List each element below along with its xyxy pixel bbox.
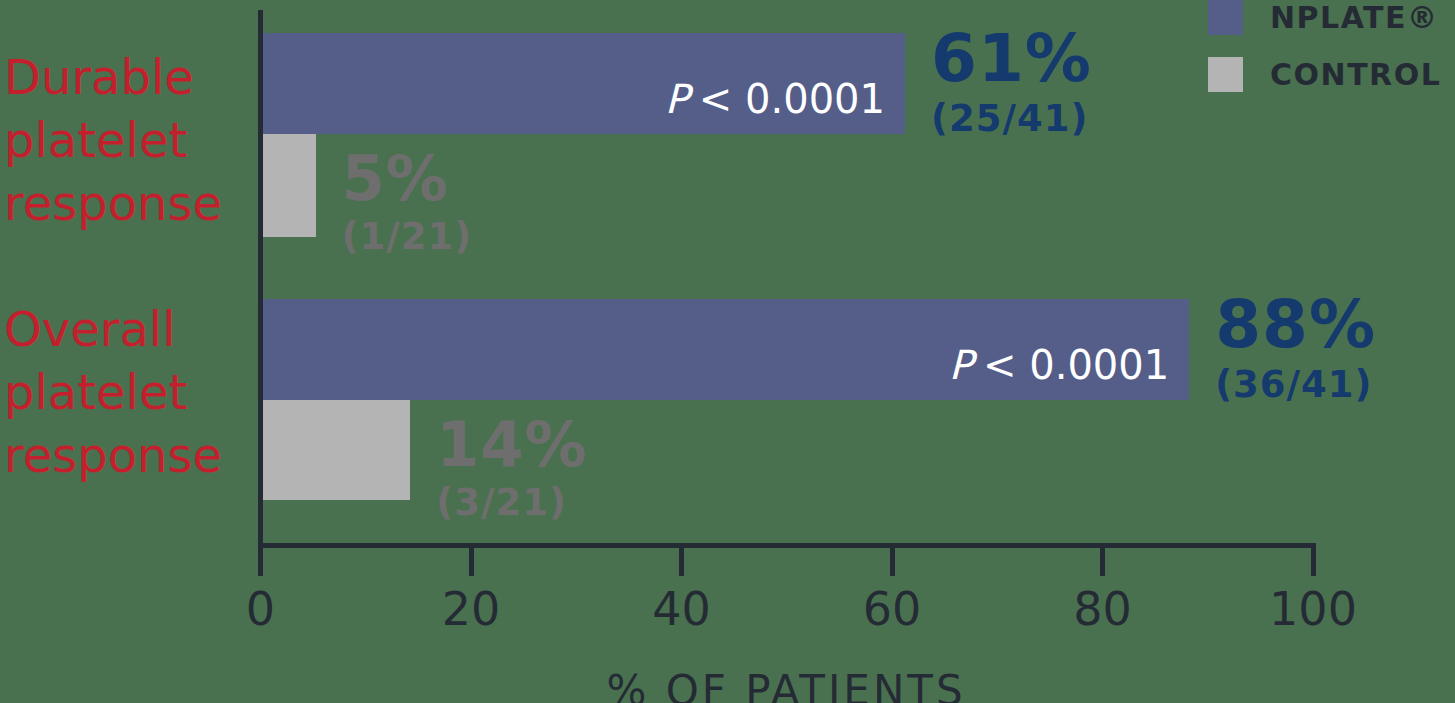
value-durable-control: 5% (1/21)	[342, 148, 473, 255]
legend-item-control: CONTROL	[1208, 57, 1441, 92]
category-label-durable: Durable platelet response	[4, 46, 222, 235]
y-axis-line	[258, 10, 263, 576]
value-percent: 14%	[436, 414, 587, 476]
category-line: Overall	[4, 298, 222, 361]
bar-overall-nplate: P< 0.0001 88% (36/41)	[263, 299, 1189, 400]
category-line: platelet	[4, 361, 222, 424]
x-axis-line	[258, 543, 1316, 548]
p-value-overall: P< 0.0001	[949, 342, 1169, 388]
x-tick-label-0: 0	[246, 582, 275, 636]
legend-swatch-nplate	[1208, 0, 1243, 35]
bar-durable-nplate: P< 0.0001 61% (25/41)	[263, 33, 905, 134]
value-fraction: (1/21)	[342, 218, 473, 255]
p-value-symbol: P	[665, 76, 689, 122]
category-line: response	[4, 172, 222, 235]
x-tick-label-40: 40	[652, 582, 711, 636]
value-overall-control: 14% (3/21)	[436, 414, 587, 521]
legend-label-control: CONTROL	[1270, 57, 1441, 92]
category-line: Durable	[4, 46, 222, 109]
chart-canvas: Durable platelet response Overall platel…	[0, 0, 1455, 703]
value-fraction: (3/21)	[436, 484, 587, 521]
value-fraction: (25/41)	[931, 100, 1092, 137]
value-fraction: (36/41)	[1215, 366, 1376, 403]
x-tick-label-60: 60	[863, 582, 922, 636]
category-line: platelet	[4, 109, 222, 172]
x-tick-60	[890, 548, 895, 576]
x-tick-80	[1100, 548, 1105, 576]
value-percent: 61%	[931, 26, 1092, 92]
x-tick-label-100: 100	[1269, 582, 1357, 636]
x-tick-label-20: 20	[442, 582, 501, 636]
x-tick-label-80: 80	[1073, 582, 1132, 636]
value-percent: 5%	[342, 148, 473, 210]
x-tick-100	[1311, 548, 1316, 576]
legend-item-nplate: NPLATE®	[1208, 0, 1441, 35]
category-label-overall: Overall platelet response	[4, 298, 222, 487]
bar-overall-control: 14% (3/21)	[263, 400, 410, 500]
legend-swatch-control	[1208, 57, 1243, 92]
category-line: response	[4, 424, 222, 487]
legend-label-nplate: NPLATE®	[1270, 0, 1439, 35]
x-tick-20	[469, 548, 474, 576]
p-value-text: < 0.0001	[983, 342, 1169, 388]
legend: NPLATE® CONTROL	[1208, 0, 1441, 114]
value-durable-nplate: 61% (25/41)	[931, 26, 1092, 137]
p-value-text: < 0.0001	[699, 76, 885, 122]
value-percent: 88%	[1215, 292, 1376, 358]
p-value-symbol: P	[949, 342, 973, 388]
value-overall-nplate: 88% (36/41)	[1215, 292, 1376, 403]
p-value-durable: P< 0.0001	[665, 76, 885, 122]
bar-durable-control: 5% (1/21)	[263, 134, 316, 237]
x-tick-40	[679, 548, 684, 576]
x-axis-title: % OF PATIENTS	[606, 666, 965, 703]
